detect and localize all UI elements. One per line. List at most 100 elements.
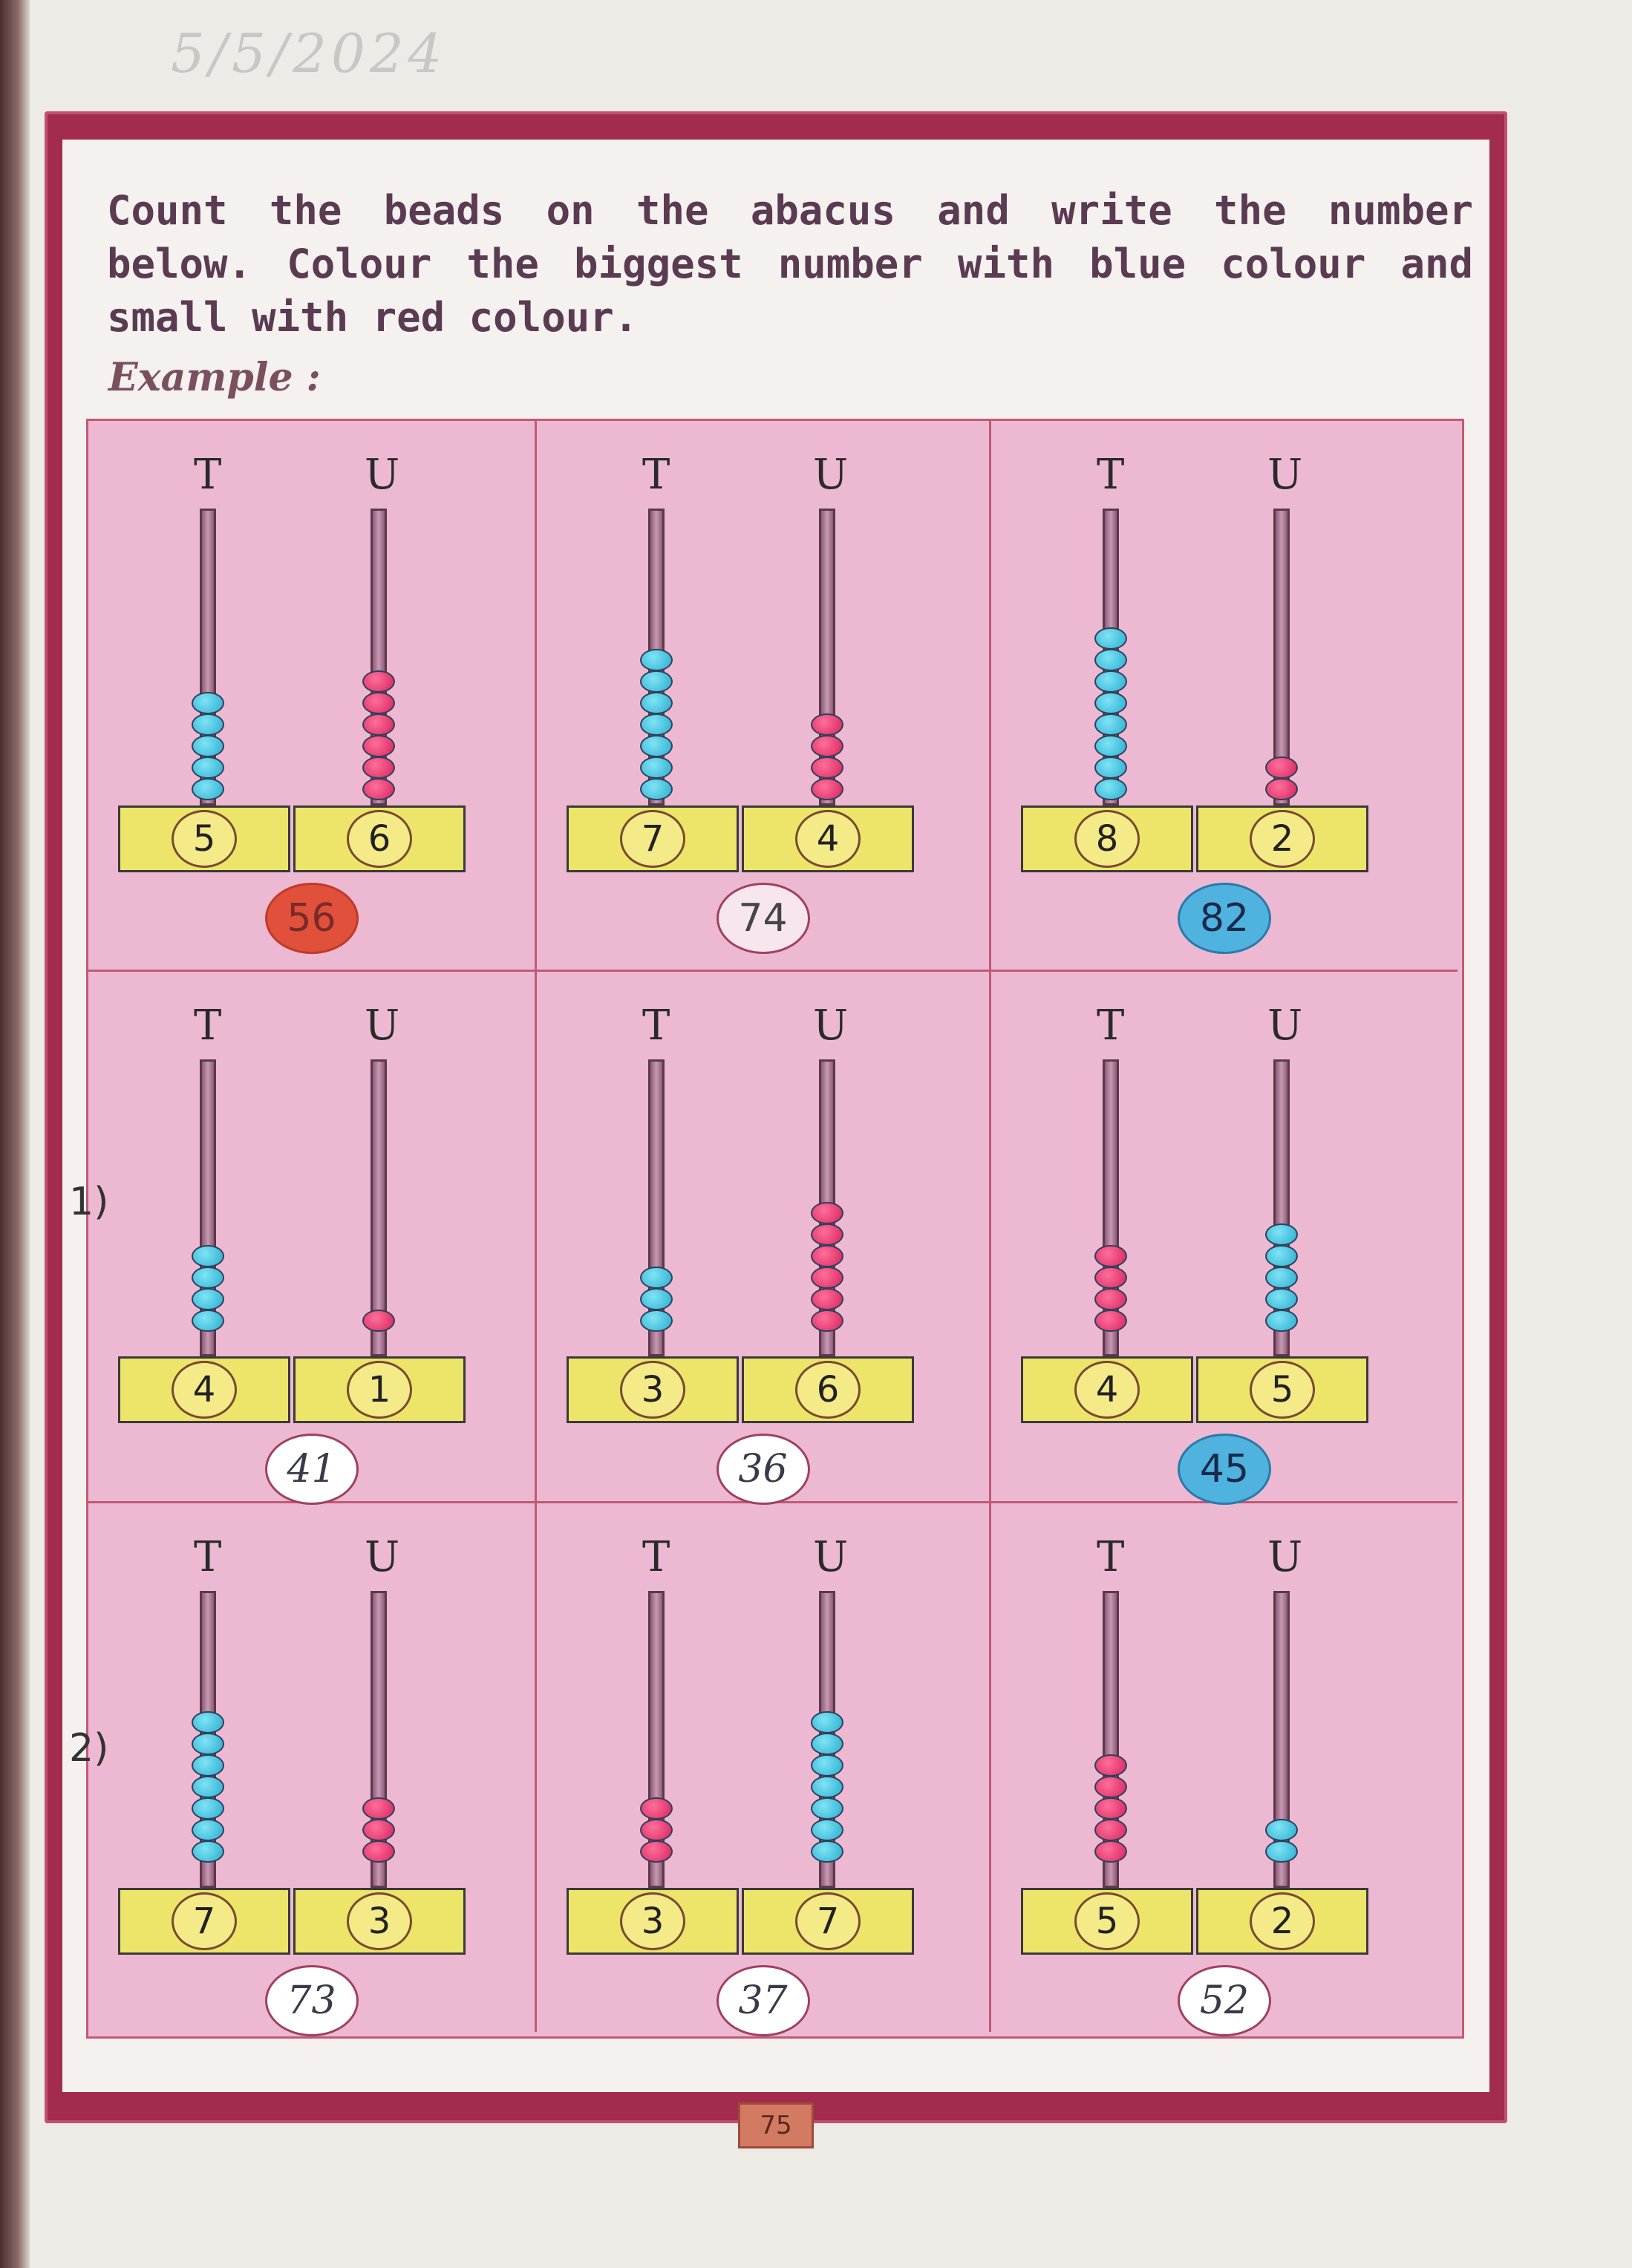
- bead: [811, 713, 843, 736]
- abacus-grid: T U 5 6 56 T U 7 4 74 T U 8 2 82 T U 4 1 41 1) T U 3 6 36 T U 4 5 45 T U…: [69, 419, 1464, 2039]
- tens-digit-box: 4: [118, 1356, 290, 1423]
- bead: [362, 1819, 395, 1841]
- instructions-text: Count the beads on the abacus and write …: [107, 187, 1473, 341]
- tens-beads: [1094, 1754, 1127, 1863]
- bead: [192, 1797, 224, 1820]
- tens-digit: 5: [1074, 1892, 1140, 1950]
- answer-number: 41: [264, 1434, 359, 1505]
- units-digit: 6: [795, 1361, 861, 1419]
- units-digit: 1: [347, 1361, 412, 1419]
- units-column-label: U: [365, 451, 400, 499]
- bead: [811, 735, 843, 757]
- units-column-label: U: [365, 1533, 400, 1581]
- abacus-cell: T U 5 6 56: [88, 421, 537, 972]
- answer-number: 37: [716, 1965, 810, 2036]
- tens-digit-box: 5: [1021, 1888, 1193, 1955]
- bead: [1094, 778, 1127, 800]
- units-column-label: U: [1267, 451, 1303, 499]
- units-digit-box: 2: [1196, 805, 1368, 872]
- bead: [811, 1819, 843, 1841]
- bead: [192, 1733, 224, 1755]
- bead: [192, 1288, 224, 1310]
- bead: [1094, 1840, 1127, 1863]
- bead: [1265, 778, 1298, 800]
- bead: [811, 756, 843, 779]
- units-beads: [362, 1310, 395, 1332]
- tens-beads: [640, 1267, 673, 1332]
- tens-digit-box: 7: [567, 805, 739, 872]
- bead: [1265, 756, 1298, 779]
- tens-beads: [192, 1245, 224, 1332]
- bead: [640, 692, 673, 714]
- units-beads: [362, 1797, 395, 1863]
- tens-column-label: T: [1097, 1001, 1125, 1050]
- bead: [640, 670, 673, 693]
- bead: [362, 692, 395, 714]
- units-digit-box: 6: [742, 1356, 914, 1423]
- row-label: 1): [69, 1180, 109, 1224]
- bead: [640, 1819, 673, 1841]
- bead: [1265, 1245, 1298, 1267]
- bead: [1094, 670, 1127, 693]
- tens-digit: 4: [172, 1361, 237, 1419]
- tens-digit: 8: [1074, 810, 1140, 868]
- tens-beads: [1094, 627, 1127, 800]
- abacus-cell: T U 8 2 82: [991, 421, 1458, 972]
- units-digit-box: 7: [742, 1888, 914, 1955]
- abacus-cell: T U 4 1 41 1): [69, 972, 537, 1505]
- bead: [811, 1310, 843, 1332]
- bead: [811, 1267, 843, 1289]
- worksheet-frame: Count the beads on the abacus and write …: [45, 111, 1507, 2148]
- units-column-label: U: [1267, 1533, 1303, 1581]
- bead: [362, 670, 395, 693]
- bead: [1094, 1776, 1127, 1798]
- bead: [192, 1310, 224, 1332]
- bead: [1094, 627, 1127, 650]
- bead: [192, 1776, 224, 1798]
- units-column-label: U: [365, 1001, 400, 1050]
- tens-column-label: T: [194, 451, 222, 499]
- bead: [362, 735, 395, 757]
- bead: [1265, 1819, 1298, 1841]
- tens-digit-box: 7: [118, 1888, 290, 1955]
- bead: [362, 1310, 395, 1332]
- bead: [640, 1797, 673, 1820]
- units-beads: [811, 1711, 843, 1863]
- units-column-label: U: [813, 1001, 849, 1050]
- bead: [811, 1733, 843, 1755]
- bead: [640, 1267, 673, 1289]
- bead: [640, 1310, 673, 1332]
- tens-digit: 7: [172, 1892, 237, 1950]
- tens-digit-box: 3: [567, 1356, 739, 1423]
- units-digit-box: 1: [293, 1356, 466, 1423]
- tens-column-label: T: [1097, 1533, 1125, 1581]
- units-rod: [371, 1059, 387, 1356]
- bead: [811, 1711, 843, 1733]
- bead: [640, 756, 673, 779]
- bead: [1094, 1819, 1127, 1841]
- abacus-cell: T U 7 4 74: [537, 421, 991, 972]
- row-label: 2): [69, 1726, 109, 1771]
- bead: [362, 1840, 395, 1863]
- tens-beads: [640, 1797, 673, 1863]
- bead: [640, 778, 673, 800]
- units-column-label: U: [813, 451, 849, 499]
- bead: [192, 1245, 224, 1267]
- tens-beads: [1094, 1245, 1127, 1332]
- tens-beads: [192, 1711, 224, 1863]
- bead: [362, 1797, 395, 1820]
- handwritten-date: 5/5/2024: [171, 22, 447, 85]
- page-number: 75: [738, 2102, 814, 2148]
- tens-digit: 7: [620, 810, 685, 868]
- bead: [1265, 1288, 1298, 1310]
- units-digit: 4: [795, 810, 861, 868]
- bead: [1094, 1288, 1127, 1310]
- units-digit: 6: [347, 810, 412, 868]
- tens-digit-box: 8: [1021, 805, 1193, 872]
- units-beads: [1265, 756, 1298, 800]
- units-digit-box: 5: [1196, 1356, 1368, 1423]
- bead: [192, 692, 224, 714]
- bead: [192, 778, 224, 800]
- abacus-cell: T U 3 7 37: [537, 1503, 991, 2036]
- units-digit: 3: [347, 1892, 412, 1950]
